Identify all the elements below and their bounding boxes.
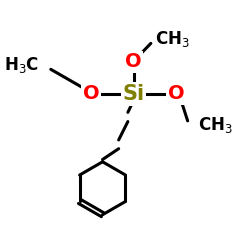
Text: O: O — [83, 84, 100, 103]
Text: CH$_3$: CH$_3$ — [156, 29, 190, 49]
Text: Si: Si — [122, 84, 145, 104]
Text: O: O — [168, 84, 184, 103]
Text: CH$_3$: CH$_3$ — [198, 115, 233, 135]
Text: H$_3$C: H$_3$C — [4, 55, 39, 75]
Text: O: O — [125, 52, 142, 71]
